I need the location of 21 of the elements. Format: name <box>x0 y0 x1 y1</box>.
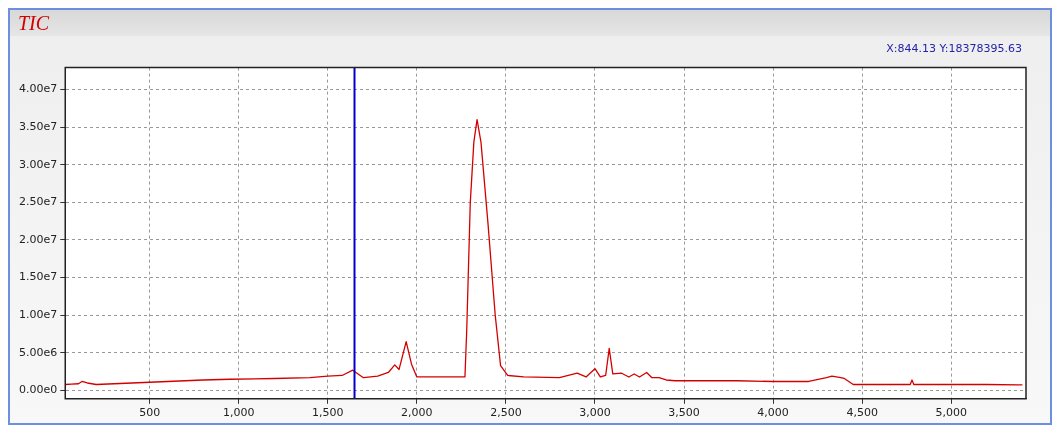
x-tick-label: 4,500 <box>846 406 878 420</box>
x-tick-label: 4,000 <box>757 406 789 420</box>
x-tick-label: 2,000 <box>401 406 433 420</box>
y-tick-label: 2.50e7 <box>18 195 58 209</box>
x-tick-label: 5,000 <box>935 406 967 420</box>
y-tick-label: 2.00e7 <box>18 232 58 246</box>
x-tick-label: 2,500 <box>490 406 522 420</box>
y-tick-label: 3.00e7 <box>18 157 58 171</box>
y-tick-label: 4.00e7 <box>18 82 58 96</box>
chart-title: TIC <box>18 11 50 35</box>
x-tick-label: 1,000 <box>222 406 255 420</box>
x-tick-label: 3,500 <box>668 406 700 420</box>
y-tick-label: 0.00e0 <box>18 383 58 397</box>
x-tick-label: 500 <box>139 406 161 420</box>
y-tick-label: 3.50e7 <box>18 119 58 133</box>
x-tick-label: 3,000 <box>579 406 611 420</box>
text: X:844.13 Y:18378395.63 <box>886 42 1022 55</box>
y-tick-label: 1.50e7 <box>18 270 58 284</box>
y-tick-label: 5.00e6 <box>18 345 58 359</box>
y-tick-label: 1.00e7 <box>18 308 58 322</box>
x-tick-label: 1,500 <box>312 406 344 420</box>
